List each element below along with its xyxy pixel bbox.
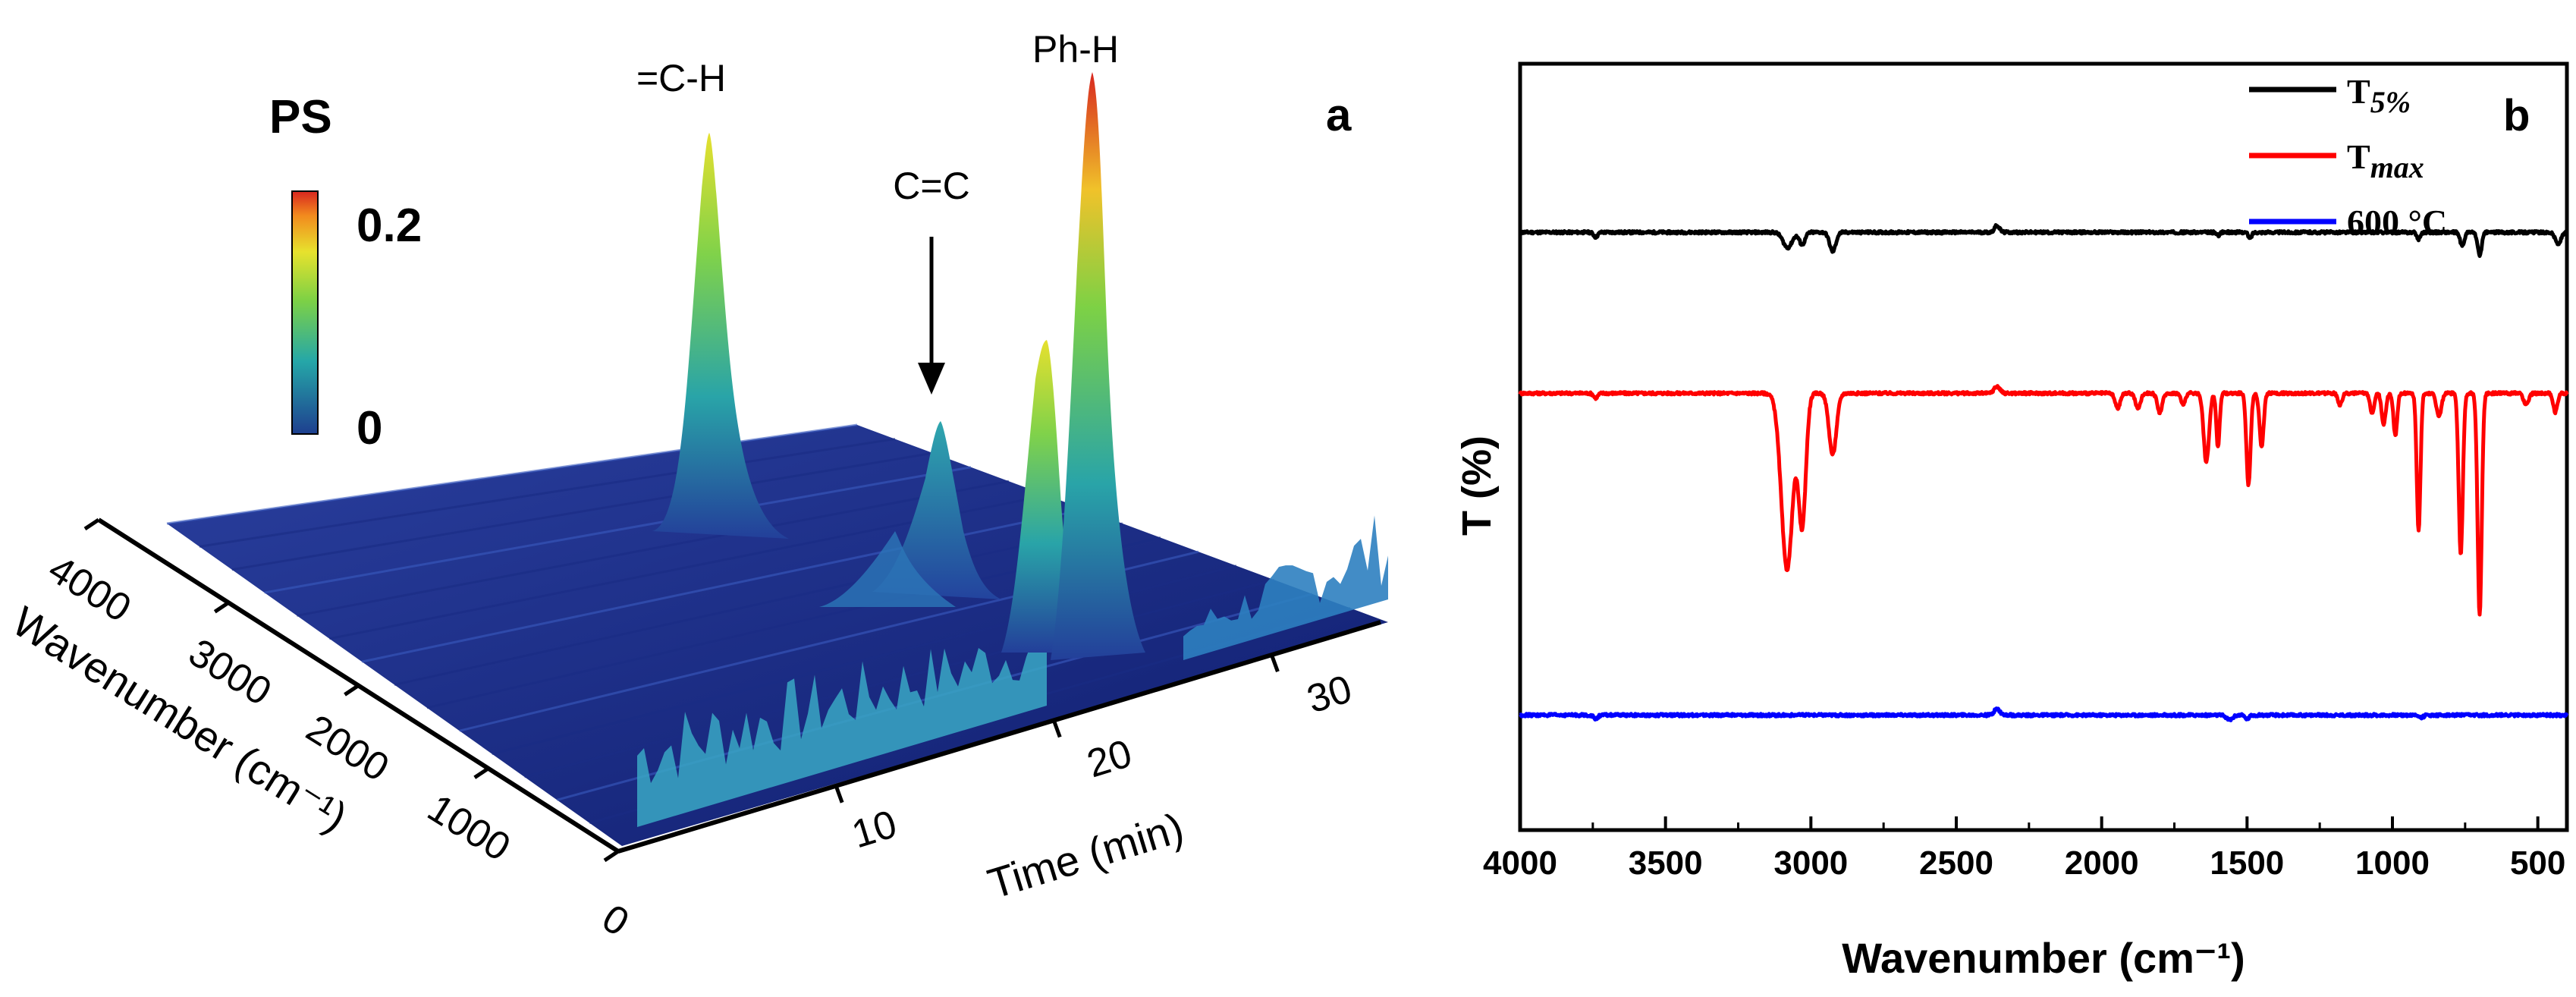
legend: T5% Tmax 600 °C — [2249, 72, 2447, 241]
legend-tmax-base: T — [2347, 137, 2370, 176]
legend-t5-base: T — [2347, 72, 2370, 111]
panel-label-a: a — [1326, 90, 1352, 140]
x-tick-label: 4000 — [1483, 844, 1557, 882]
cc-arrow-head — [918, 363, 945, 395]
time-tick-mark — [834, 785, 844, 804]
annotation-cc: C=C — [893, 165, 969, 207]
peak-phh-main — [1051, 72, 1145, 660]
wn-tick-mark — [344, 684, 360, 697]
surface-band — [524, 578, 1275, 778]
series-line-2 — [1519, 706, 2569, 722]
time-axis-label: Time (min) — [982, 804, 1189, 908]
legend-entry-t5: T5% — [2249, 72, 2411, 119]
x-tick-label: 3500 — [1629, 844, 1703, 882]
plot-frame — [1518, 61, 2569, 832]
time-tick-mark — [1051, 719, 1062, 738]
surface-right-ridge — [1183, 515, 1388, 660]
wn-tick-mark — [213, 601, 230, 614]
panel-label-b: b — [2503, 91, 2530, 140]
x-tick-label: 1500 — [2210, 844, 2284, 882]
y-axis-label: T (%) — [1454, 436, 1500, 536]
wn-tick-mark — [473, 766, 490, 779]
x-tick-label: 1000 — [2355, 844, 2430, 882]
time-axis-line — [617, 620, 1381, 854]
x-tick-label: 500 — [2510, 844, 2565, 882]
panel-b-line-chart: 4000 3500 3000 2500 2000 1500 1000 500 T (%) Wa… — [1454, 61, 2569, 982]
surface-front-ridge — [637, 619, 1047, 827]
legend-entry-tmax: Tmax — [2249, 137, 2424, 184]
wn-tick-mark — [603, 849, 620, 863]
peak-cc-side — [819, 531, 956, 607]
wn-tick-0: 0 — [595, 896, 636, 945]
colorbar-max-label: 0.2 — [357, 200, 422, 252]
legend-t5-sub: 5% — [2370, 85, 2411, 119]
time-tick-10: 10 — [847, 802, 902, 857]
time-tick-mark — [1270, 654, 1280, 672]
colorbar-min-label: 0 — [357, 402, 382, 454]
colorbar-title: PS — [269, 91, 332, 143]
series-group — [1518, 223, 2569, 722]
x-ticks: 4000 3500 3000 2500 2000 1500 1000 500 — [1483, 816, 2565, 882]
x-tick-label: 3000 — [1773, 844, 1848, 882]
series-line-0 — [1519, 223, 2568, 258]
peak-ch-alkene — [652, 133, 789, 539]
legend-entry-600c: 600 °C — [2249, 203, 2447, 241]
x-tick-label: 2500 — [1919, 844, 1993, 882]
legend-label-600c: 600 °C — [2347, 203, 2447, 241]
surface-band — [199, 438, 896, 548]
annotation-ch-alkene: =C-H — [636, 57, 726, 99]
wn-tick-mark — [83, 517, 100, 531]
panel-a-ticks — [83, 517, 1280, 863]
time-tick-20: 20 — [1082, 731, 1137, 786]
annotation-phh: Ph-H — [1032, 28, 1119, 71]
x-axis-label: Wavenumber (cm⁻¹) — [1842, 934, 2245, 982]
time-tick-30: 30 — [1302, 667, 1357, 722]
surface-band — [264, 466, 972, 594]
legend-label-tmax: Tmax — [2347, 137, 2424, 184]
peak-phh-side — [1001, 340, 1092, 653]
legend-label-t5: T5% — [2347, 72, 2411, 119]
wavenumber-axis-label: Wavenumber (cm⁻¹) — [5, 597, 356, 841]
wn-tick-1000: 1000 — [420, 786, 518, 870]
x-tick-label: 2000 — [2065, 844, 2139, 882]
colorbar — [291, 190, 319, 435]
surface-band — [297, 480, 1010, 617]
surface-band — [394, 522, 1123, 686]
panel-a-surface-plot: =C-H C=C Ph-H a PS 0.2 0 4000 3000 2000 … — [5, 28, 1388, 945]
surface-band — [166, 423, 858, 525]
surface-band — [231, 451, 934, 571]
legend-tmax-sub: max — [2370, 150, 2424, 184]
series-line-1 — [1518, 384, 2569, 617]
